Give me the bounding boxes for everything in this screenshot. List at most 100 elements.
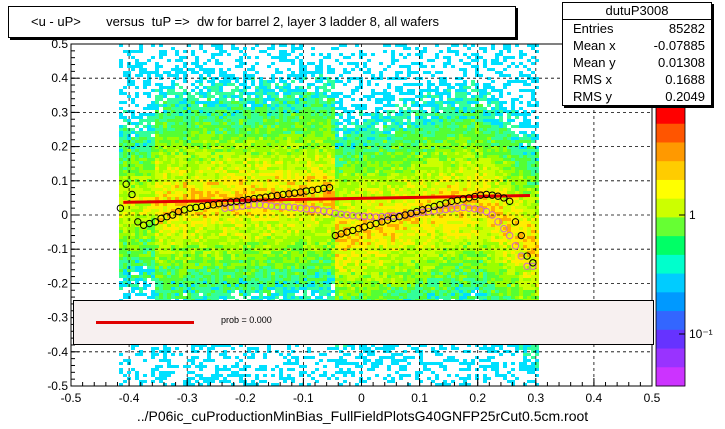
profile-black-point — [186, 204, 194, 212]
profile-magenta-point — [349, 211, 357, 220]
profile-magenta-point — [494, 218, 502, 226]
stats-row: Mean x -0.07885 — [563, 37, 711, 54]
y-axis-tick-label: 0.5 — [51, 37, 68, 51]
profile-magenta-point — [500, 224, 508, 233]
profile-magenta-point — [523, 262, 531, 270]
profile-magenta-point — [337, 210, 345, 219]
color-scale-label: 1 — [689, 208, 696, 222]
y-axis-tick-label: -0.1 — [47, 242, 68, 256]
legend-fit-line-swatch — [96, 321, 194, 324]
fit-line-layer — [123, 194, 531, 204]
y-axis-tick-label: 0.2 — [51, 140, 68, 154]
y-axis-tick-label: 0.3 — [51, 105, 68, 119]
profile-magenta-series — [221, 201, 537, 270]
profile-magenta-point — [488, 211, 496, 219]
profile-magenta-point — [296, 204, 305, 212]
profile-magenta-point — [447, 205, 456, 213]
color-scale-segment — [656, 161, 685, 181]
profile-black-point — [511, 218, 520, 226]
x-axis-tick-label: 0.1 — [411, 391, 428, 405]
profile-black-point — [302, 187, 311, 195]
color-scale-segment — [656, 198, 685, 218]
profile-magenta-point — [273, 202, 281, 211]
x-axis-tick-label: 0.2 — [469, 391, 486, 405]
y-axis-tick-label: 0.4 — [51, 71, 68, 85]
profile-magenta-point — [459, 203, 467, 212]
profile-magenta-point — [389, 212, 398, 220]
profile-black-point — [250, 194, 258, 203]
profile-magenta-point — [360, 212, 369, 221]
profile-magenta-point — [453, 204, 462, 212]
profile-black-point — [203, 201, 212, 210]
x-axis-tick-label: -0.5 — [61, 391, 82, 405]
x-axis-tick-label: 0.3 — [527, 391, 544, 405]
stats-label: Mean y — [573, 55, 616, 70]
profile-magenta-point — [285, 203, 293, 211]
profile-black-point — [256, 194, 264, 202]
profile-black-point — [128, 190, 136, 199]
profile-magenta-point — [308, 205, 316, 214]
x-axis-tick-label: -0.4 — [119, 391, 140, 405]
color-scale-segment — [656, 348, 685, 368]
stats-row: Mean y 0.01308 — [563, 54, 711, 71]
color-scale-segment — [656, 105, 685, 125]
profile-magenta-point — [302, 205, 311, 213]
y-axis-tick-label: 0 — [61, 208, 68, 222]
color-scale-label: 10⁻¹ — [689, 327, 713, 341]
axes: -0.5 -0.4 -0.3 -0.2 -0.1 0 0.1 0.2 0.3 0.4 0.5 -0.5… — [47, 37, 660, 405]
color-scale-segment — [656, 254, 685, 275]
y-axis-tick-label: -0.4 — [47, 345, 68, 359]
color-scale-segment — [656, 179, 685, 200]
profile-magenta-point — [232, 203, 241, 211]
color-scale-segment — [656, 329, 685, 350]
profile-black-point — [482, 190, 491, 199]
grid-lines — [71, 44, 652, 386]
stats-label: RMS x — [573, 72, 612, 87]
y-axis-tick-label: -0.5 — [47, 379, 68, 393]
profile-black-point — [116, 204, 125, 212]
x-axis-tick-label: -0.2 — [235, 391, 256, 405]
x-axis-tick-label: -0.1 — [293, 391, 314, 405]
stats-value: -0.07885 — [653, 38, 705, 53]
stats-value: 0.01308 — [658, 55, 705, 70]
x-axis-tick-label: 0.4 — [586, 391, 603, 405]
stats-label: Entries — [573, 21, 614, 36]
color-scale-segment — [656, 367, 685, 387]
profile-magenta-point — [320, 207, 328, 215]
profile-black-point — [134, 218, 142, 226]
profile-black-series — [116, 180, 537, 267]
profile-magenta-point — [343, 211, 351, 219]
color-scale-segment — [656, 273, 685, 293]
profile-black-point — [500, 194, 508, 202]
stats-label: Mean x — [573, 38, 616, 53]
profile-black-point — [168, 211, 177, 219]
profile-black-point — [517, 231, 525, 240]
profile-black-point — [279, 190, 287, 199]
profile-magenta-point — [430, 207, 438, 215]
profile-black-point — [523, 252, 531, 260]
stats-histogram-name: dutuP3008 — [563, 3, 711, 20]
stats-value: 0.1688 — [665, 72, 705, 87]
profile-magenta-point — [244, 201, 252, 210]
stats-row: RMS x 0.1688 — [563, 71, 711, 88]
profile-magenta-point — [267, 202, 276, 210]
profile-magenta-point — [505, 231, 514, 240]
profile-black-point — [505, 197, 514, 206]
legend-text: prob = 0.000 — [221, 315, 272, 325]
profile-black-point — [325, 183, 334, 192]
profile-magenta-point — [511, 242, 520, 250]
stats-row: RMS y 0.2049 — [563, 88, 711, 105]
x-axis-label: ../P06ic_cuProductionMinBias_FullFieldPl… — [136, 408, 589, 424]
profile-magenta-point — [482, 207, 491, 216]
profile-black-point — [151, 218, 159, 226]
color-scale-segment — [656, 123, 685, 143]
stats-box: dutuP3008 Entries 85282 Mean x -0.07885 Me… — [562, 2, 712, 106]
color-scale-segment — [656, 142, 685, 162]
chart-title: <u - uP> versus tuP => dw for barrel 2, … — [8, 6, 516, 38]
profile-black-point — [267, 192, 276, 200]
stats-value: 0.2049 — [665, 89, 705, 104]
fit-line — [123, 194, 531, 204]
profile-black-point — [227, 198, 235, 206]
profile-black-point — [476, 191, 485, 199]
x-axis-tick-label: -0.3 — [177, 391, 198, 405]
